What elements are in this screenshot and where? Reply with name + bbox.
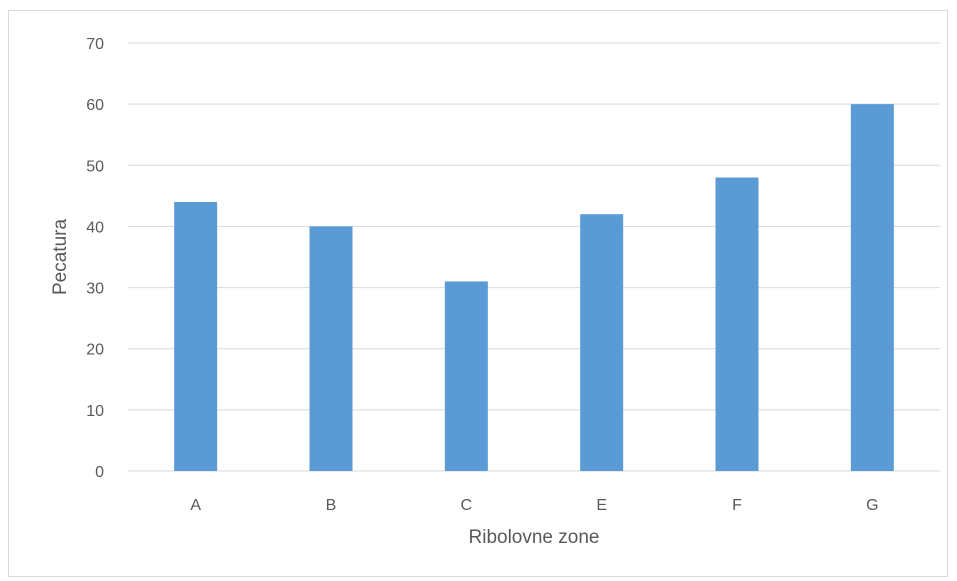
bar-a <box>174 201 218 471</box>
bars <box>174 104 894 472</box>
x-tick-label: E <box>596 497 607 514</box>
bar-g <box>850 104 894 472</box>
bar-b <box>309 226 353 471</box>
x-tick-label: G <box>866 497 878 514</box>
x-tick-label: B <box>326 497 337 514</box>
y-tick-label: 40 <box>86 219 104 236</box>
y-tick-label: 0 <box>95 464 104 481</box>
y-tick-label: 30 <box>86 281 104 298</box>
y-tick-label: 50 <box>86 158 104 175</box>
y-tick-label: 20 <box>86 342 104 359</box>
y-axis-title: Pecatura <box>50 219 71 295</box>
y-tick-label: 60 <box>86 97 104 114</box>
x-tick-label: C <box>461 497 473 514</box>
bar-c <box>444 281 488 471</box>
bar-f <box>715 177 759 471</box>
x-tick-label: A <box>190 497 201 514</box>
y-tick-label: 10 <box>86 403 104 420</box>
gridlines <box>128 42 940 472</box>
bar-e <box>580 214 624 471</box>
y-tick-label: 70 <box>86 36 104 53</box>
x-tick-label: F <box>732 497 742 514</box>
y-tick-labels: 0 10 20 30 40 50 60 70 <box>86 36 104 481</box>
x-axis-title: Ribolovne zone <box>469 527 600 548</box>
